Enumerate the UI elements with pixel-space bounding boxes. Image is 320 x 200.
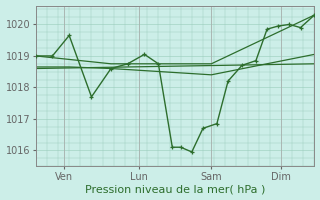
X-axis label: Pression niveau de la mer( hPa ): Pression niveau de la mer( hPa ) bbox=[85, 184, 265, 194]
